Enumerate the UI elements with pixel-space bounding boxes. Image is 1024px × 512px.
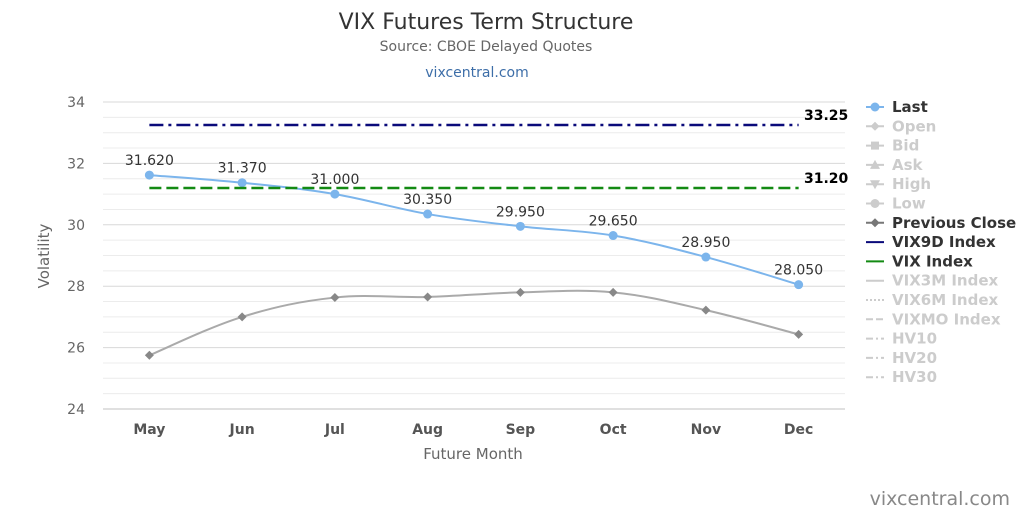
legend-item-previous-close[interactable]: Previous Close	[866, 214, 1016, 232]
x-tick-label: Sep	[506, 422, 536, 438]
credit-watermark: vixcentral.com	[870, 488, 1010, 510]
legend-label: Ask	[892, 156, 924, 174]
legend-item-vix-index[interactable]: VIX Index	[866, 252, 973, 270]
previous-close-marker[interactable]	[237, 312, 247, 322]
data-label: 28.950	[681, 235, 730, 251]
y-tick-label: 28	[67, 279, 85, 295]
last-point-marker[interactable]	[237, 178, 247, 188]
previous-close-marker[interactable]	[515, 287, 525, 297]
grid-lines	[103, 101, 845, 410]
legend-item-high[interactable]: High	[866, 175, 931, 193]
legend-marker	[870, 102, 880, 112]
legend-item-hv20[interactable]: HV20	[866, 349, 937, 367]
legend-marker	[870, 159, 880, 169]
series-line-last	[149, 174, 799, 286]
legend-label: HV10	[892, 330, 937, 348]
source-link[interactable]: vixcentral.com	[425, 65, 528, 81]
legend-marker	[871, 141, 879, 150]
legend-item-open[interactable]: Open	[866, 117, 936, 135]
last-point-marker[interactable]	[515, 221, 525, 231]
legend-item-hv30[interactable]: HV30	[866, 368, 937, 386]
legend-item-low[interactable]: Low	[866, 195, 926, 213]
level-label: 31.20	[804, 171, 849, 187]
y-axis: 24 26 28 30 32 34	[67, 95, 85, 418]
previous-close-marker[interactable]	[330, 293, 340, 303]
legend-item-hv10[interactable]: HV10	[866, 330, 937, 348]
chart-subtitle: Source: CBOE Delayed Quotes	[380, 39, 593, 55]
data-label: 30.350	[403, 192, 452, 208]
legend-item-bid[interactable]: Bid	[866, 137, 919, 155]
legend-label: Previous Close	[892, 214, 1016, 232]
legend-label: Bid	[892, 137, 919, 155]
y-tick-label: 24	[67, 402, 85, 418]
legend-label: VIX3M Index	[892, 272, 999, 290]
legend-marker	[870, 121, 880, 131]
data-label: 29.950	[496, 204, 545, 220]
last-point-marker[interactable]	[794, 280, 804, 290]
y-tick-label: 32	[67, 156, 85, 172]
x-axis-title: Future Month	[423, 445, 523, 463]
legend-item-vix3m-index[interactable]: VIX3M Index	[866, 272, 999, 290]
data-label: 31.620	[125, 153, 174, 169]
previous-close-marker[interactable]	[423, 292, 433, 302]
legend-label: VIX Index	[892, 252, 973, 270]
x-axis: May Jun Jul Aug Sep Oct Nov Dec	[133, 422, 813, 438]
level-label: 33.25	[804, 108, 848, 124]
last-point-marker[interactable]	[608, 231, 618, 241]
y-tick-label: 30	[67, 218, 85, 234]
data-label: 31.370	[218, 161, 267, 177]
legend-label: HV30	[892, 368, 937, 386]
y-tick-label: 34	[67, 95, 85, 111]
legend-label: Low	[892, 195, 926, 213]
y-axis-title: Volatility	[35, 223, 53, 288]
last-point-marker[interactable]	[423, 209, 433, 219]
x-tick-label: Jun	[229, 422, 255, 438]
x-tick-label: Nov	[691, 422, 721, 438]
legend-marker	[870, 218, 880, 228]
legend-marker	[870, 180, 880, 190]
data-label: 28.050	[774, 263, 823, 279]
x-tick-label: Jul	[324, 422, 345, 438]
previous-close-marker[interactable]	[794, 329, 804, 339]
legend-item-vix9d-index[interactable]: VIX9D Index	[866, 233, 996, 251]
legend-marker	[870, 199, 880, 208]
legend-item-vixmo-index[interactable]: VIXMO Index	[866, 310, 1001, 328]
last-point-marker[interactable]	[144, 170, 154, 180]
previous-close-marker[interactable]	[608, 287, 618, 297]
chart-title: VIX Futures Term Structure	[339, 10, 634, 35]
last-point-marker[interactable]	[330, 189, 340, 199]
legend-label: HV20	[892, 349, 937, 367]
previous-close-marker[interactable]	[701, 305, 711, 315]
legend-label: VIX6M Index	[892, 291, 999, 309]
legend-label: High	[892, 175, 931, 193]
data-label: 29.650	[589, 214, 638, 230]
previous-close-marker[interactable]	[144, 350, 154, 360]
x-tick-label: May	[133, 422, 165, 438]
legend-label: Open	[892, 117, 936, 135]
legend-item-last[interactable]: Last	[866, 98, 928, 116]
last-point-marker[interactable]	[701, 252, 711, 262]
x-tick-label: Oct	[600, 422, 627, 438]
legend-item-ask[interactable]: Ask	[866, 156, 924, 174]
y-tick-label: 26	[67, 341, 85, 357]
legend-label: Last	[892, 98, 928, 116]
x-tick-label: Dec	[784, 422, 813, 438]
legend-label: VIX9D Index	[892, 233, 996, 251]
series-line-previous-close	[148, 289, 799, 357]
x-tick-label: Aug	[412, 422, 443, 438]
data-label: 31.000	[310, 172, 359, 188]
legend-label: VIXMO Index	[892, 310, 1001, 328]
plot-series: 31.620 31.370 31.000 30.350 29.950 29.650 28.9…	[125, 108, 849, 360]
legend-item-vix6m-index[interactable]: VIX6M Index	[866, 291, 999, 309]
